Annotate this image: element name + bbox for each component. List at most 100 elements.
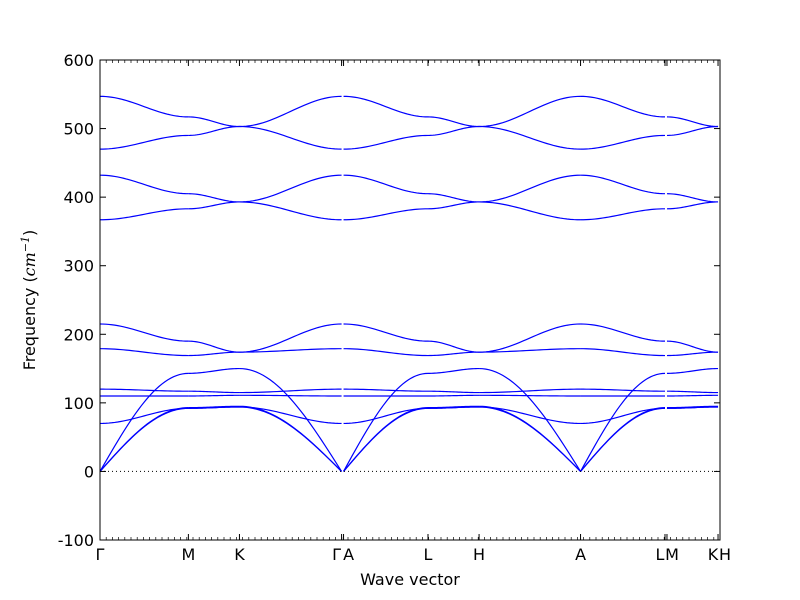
band-line [427,340,480,353]
band-line [427,351,480,357]
band-line [239,367,343,472]
band-line [99,388,189,392]
x-tick-label: M [181,545,195,564]
band-line [99,134,189,150]
band-line [188,394,240,397]
band-line [479,125,581,150]
band-line [666,125,719,137]
band-line [428,390,480,394]
x-minor-ticks [99,60,715,540]
band-line [239,388,342,394]
x-tick-label: Γ [96,545,105,564]
band-line [188,125,240,137]
x-tick-label: L [424,545,433,564]
band-line [666,405,719,409]
x-tick-label: Γ [332,545,341,564]
band-line [99,407,189,472]
band-line [239,323,342,353]
band-line [427,367,480,374]
band-line [239,406,343,472]
band-line [99,407,189,472]
band-line [99,174,189,195]
band-line [666,193,719,203]
y-tick-label: 100 [63,394,94,413]
band-line [428,406,480,409]
band-line [343,407,429,472]
band-line [427,405,480,409]
band-line [239,125,342,150]
band-line [666,351,719,357]
band-line [343,348,429,357]
x-tick-label: L [656,545,665,564]
band-line [343,407,429,425]
y-axis-label: Frequency (cm−1) [19,230,40,371]
y-tick-label: 200 [63,325,94,344]
x-tick-label: H [473,545,485,564]
x-tick-label: K [234,545,245,564]
band-line [343,95,429,118]
band-line [479,405,581,472]
band-lines [99,95,719,472]
x-tick-label: A [575,545,586,564]
band-line [666,390,719,394]
band-line [580,134,666,150]
plot-frame [99,59,721,541]
band-line [188,406,240,409]
band-line [99,95,189,118]
band-line [239,201,342,221]
x-tick-label: M [665,545,679,564]
band-line [239,348,342,353]
y-tick-label: 0 [84,462,94,481]
band-line [580,407,666,472]
band-line [580,407,666,425]
band-line [666,394,719,397]
band-line [479,174,581,203]
band-line [479,406,581,472]
y-tick-label: -100 [58,531,94,550]
band-line [580,323,666,342]
band-line [479,394,581,397]
band-line [479,323,581,353]
band-line [427,125,480,137]
band-line [479,95,581,128]
band-line [343,323,429,342]
band-line [427,193,480,203]
band-line [580,372,666,472]
band-line [343,407,429,472]
band-line [580,388,666,392]
band-line [666,201,719,210]
band-line [99,208,189,221]
band-line [580,95,666,118]
band-line [343,208,429,221]
band-line [99,407,189,425]
y-tick-label: 500 [63,120,94,139]
band-line [666,340,719,353]
band-line [239,394,342,397]
band-line [188,116,240,128]
band-line [343,134,429,150]
band-line [427,201,480,210]
band-line [343,372,429,472]
band-line [428,394,480,397]
band-line [580,348,666,357]
y-tick-label: 400 [63,188,94,207]
y-axis-ticks: -100 0 100 200 300 400 500 600 [58,51,720,550]
band-line [580,208,666,221]
x-tick-label: K [708,545,719,564]
band-line [188,390,240,394]
band-line [188,193,240,203]
band-line [343,388,429,392]
band-line [239,174,342,203]
band-line [188,340,240,353]
band-line [188,405,240,409]
band-line [666,116,719,128]
y-tick-label: 300 [63,257,94,276]
band-line [666,367,719,374]
band-line [427,116,480,128]
band-line [580,174,666,195]
x-tick-label: H [719,545,731,564]
band-line [479,348,581,353]
band-line [666,406,719,409]
